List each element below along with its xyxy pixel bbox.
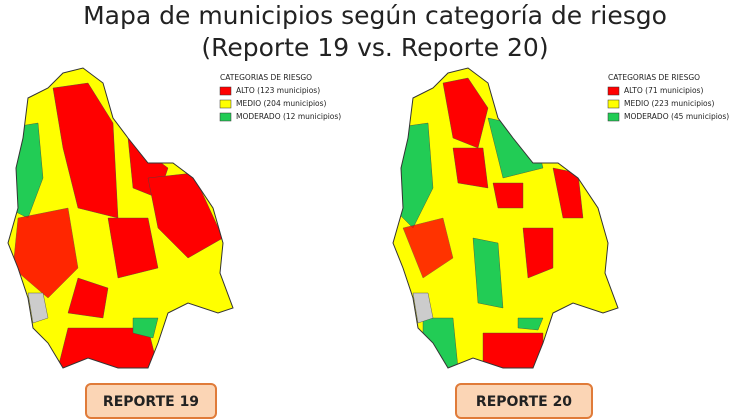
- legend-item: ALTO (71 municipios): [624, 86, 703, 95]
- map: [7, 67, 234, 369]
- legend-swatch: [219, 99, 232, 109]
- legend: CATEGORIAS DE RIESGO ALTO (71 municipios…: [607, 73, 729, 122]
- legend: CATEGORIAS DE RIESGO ALTO (123 municipio…: [219, 73, 341, 122]
- legend-item: MODERADO (45 municipios): [624, 112, 729, 121]
- legend-item: MODERADO (12 municipios): [236, 112, 341, 121]
- legend-swatch: [219, 112, 232, 122]
- legend-title: CATEGORIAS DE RIESGO: [608, 73, 700, 82]
- legend-swatch: [219, 86, 232, 96]
- map: [392, 67, 619, 369]
- legend-swatch: [607, 86, 620, 96]
- legend-swatch: [607, 112, 620, 122]
- title-line: (Reporte 19 vs. Reporte 20): [201, 33, 548, 62]
- report-box: [455, 383, 593, 419]
- legend-item: ALTO (123 municipios): [236, 86, 320, 95]
- report-label: REPORTE 19: [103, 394, 199, 410]
- legend-swatch: [607, 99, 620, 109]
- legend-item: MEDIO (223 municipios): [624, 99, 715, 108]
- title-line: Mapa de municipios según categoría de ri…: [83, 1, 667, 30]
- legend-title: CATEGORIAS DE RIESGO: [220, 73, 312, 82]
- legend-item: MEDIO (204 municipios): [236, 99, 327, 108]
- report-label: REPORTE 20: [476, 394, 572, 410]
- report-box: [85, 383, 217, 419]
